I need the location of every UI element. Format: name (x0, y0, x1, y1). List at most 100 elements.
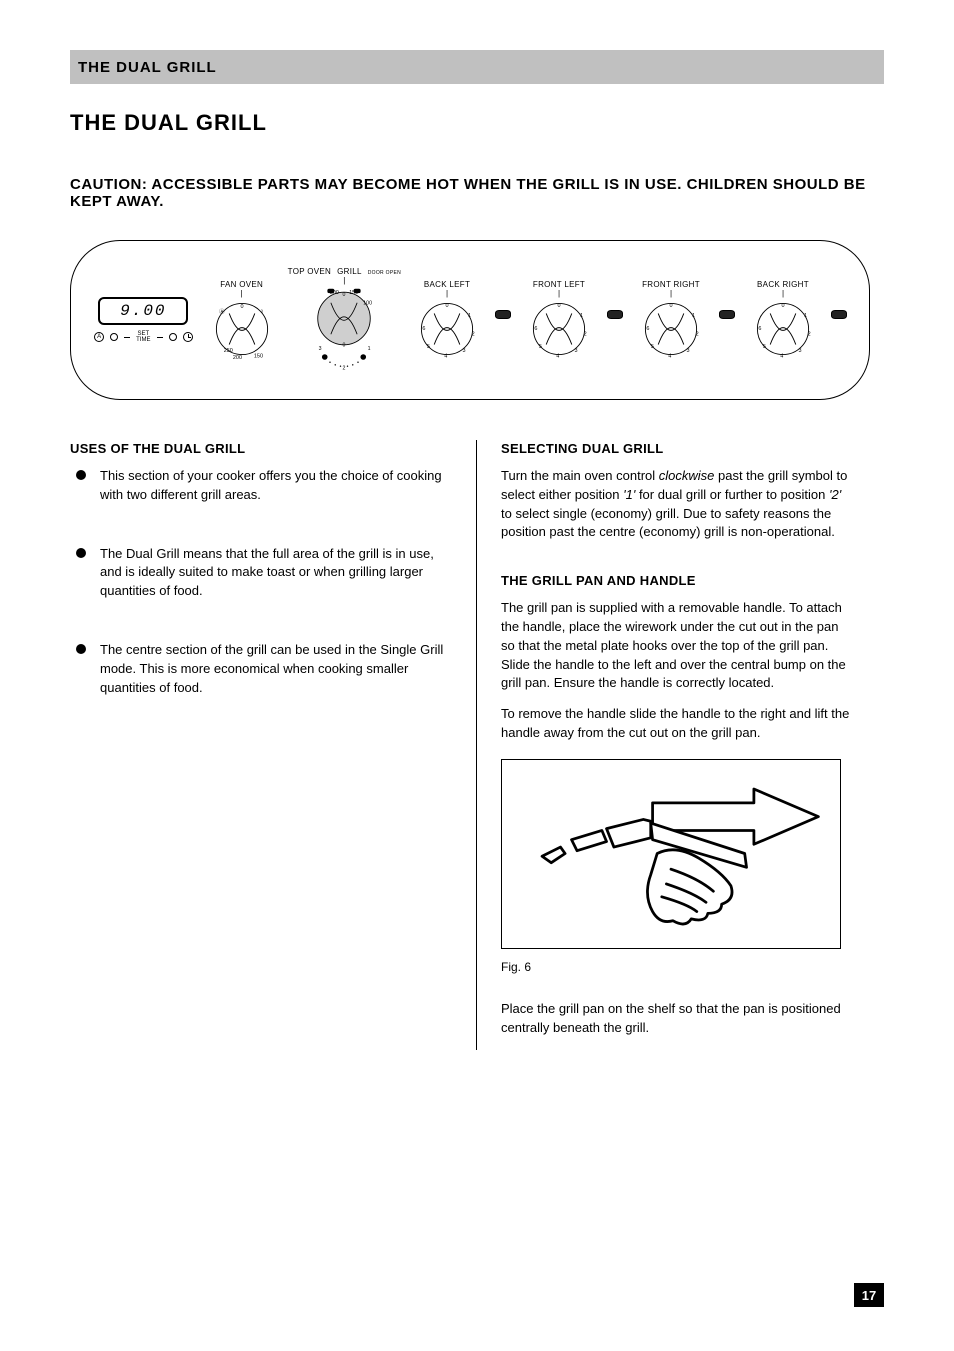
handle-illustration-icon (511, 766, 831, 941)
svg-text:0: 0 (669, 303, 672, 309)
svg-text:1: 1 (468, 313, 471, 319)
timer-module: 9.00 A SETTIME (91, 297, 196, 343)
bullet-item: This section of your cooker offers you t… (70, 467, 452, 505)
page: THE DUAL GRILL THE DUAL GRILL CAUTION: A… (0, 0, 954, 1351)
svg-text:3: 3 (687, 347, 690, 353)
control-panel: 9.00 A SETTIME FAN OVEN | (70, 240, 870, 400)
top-oven-grill-knob-block: TOP OVEN GRILL DOOR OPEN | 0 0 200 150 1… (288, 267, 401, 374)
hob-label-back-right: BACK RIGHT (757, 280, 809, 289)
bullet-item: The Dual Grill means that the full area … (70, 545, 452, 602)
svg-text:0: 0 (240, 303, 243, 309)
svg-text:1: 1 (580, 313, 583, 319)
page-title: THE DUAL GRILL (70, 110, 884, 136)
timer-plus-button[interactable] (169, 333, 177, 341)
svg-text:6: 6 (646, 325, 649, 331)
svg-text:4: 4 (668, 353, 671, 359)
grill-pan-p3: Place the grill pan on the shelf so that… (501, 1000, 854, 1038)
svg-text:0: 0 (343, 342, 346, 348)
bullet-text: This section of your cooker offers you t… (100, 468, 442, 502)
svg-text:6: 6 (422, 325, 425, 331)
hob-knob-front-left[interactable]: 0 1 2 3 4 5 6 (527, 297, 591, 361)
top-oven-grill-knob[interactable]: 0 0 200 150 100 3 2 1 (309, 284, 379, 374)
svg-text:5: 5 (651, 344, 654, 350)
svg-text:1: 1 (368, 346, 371, 352)
top-oven-grill-label: TOP OVEN GRILL DOOR OPEN (288, 267, 401, 276)
svg-text:150: 150 (254, 353, 263, 359)
uses-bullet-list: This section of your cooker offers you t… (70, 467, 452, 698)
fan-oven-label: FAN OVEN (220, 280, 263, 289)
svg-text:5: 5 (539, 344, 542, 350)
figure-caption: Fig. 6 (501, 959, 854, 976)
svg-text:3: 3 (799, 347, 802, 353)
divider (157, 337, 163, 338)
svg-text:4: 4 (556, 353, 559, 359)
body-columns: USES OF THE DUAL GRILL This section of y… (70, 440, 884, 1050)
right-column: SELECTING DUAL GRILL Turn the main oven … (477, 440, 884, 1050)
grill-label: GRILL (337, 267, 362, 276)
svg-text:6: 6 (758, 325, 761, 331)
fan-oven-knob-block: FAN OVEN | 0 Ⓐ ⌇ 250 200 150 (210, 280, 274, 361)
svg-text:2: 2 (696, 331, 699, 337)
grill-pan-heading: THE GRILL PAN AND HANDLE (501, 572, 854, 591)
fan-oven-knob[interactable]: 0 Ⓐ ⌇ 250 200 150 (210, 297, 274, 361)
hob-knob-front-right-block: FRONT RIGHT | 0 12 34 56 (639, 280, 703, 361)
page-number: 17 (862, 1288, 876, 1303)
hob-label-front-left: FRONT LEFT (533, 280, 585, 289)
page-number-badge: 17 (854, 1283, 884, 1307)
top-oven-label: TOP OVEN (288, 267, 331, 276)
svg-text:200: 200 (233, 355, 242, 361)
bullet-text: The centre section of the grill can be u… (100, 642, 443, 695)
timer-auto-icon: A (94, 332, 104, 342)
timer-clock-icon (183, 332, 193, 342)
pilot-light-4 (829, 241, 849, 399)
bullet-item: The centre section of the grill can be u… (70, 641, 452, 698)
svg-text:0: 0 (781, 303, 784, 309)
svg-text:0: 0 (343, 291, 346, 297)
svg-text:1: 1 (692, 313, 695, 319)
divider (124, 337, 130, 338)
svg-text:4: 4 (444, 353, 447, 359)
pilot-light-3 (717, 241, 737, 399)
svg-text:6: 6 (534, 325, 537, 331)
hob-knob-back-right[interactable]: 0 1 2 3 4 5 6 (751, 297, 815, 361)
svg-text:5: 5 (763, 344, 766, 350)
grill-pan-p2: To remove the handle slide the handle to… (501, 705, 854, 743)
svg-text:2: 2 (584, 331, 587, 337)
hob-label-front-right: FRONT RIGHT (642, 280, 700, 289)
svg-text:2: 2 (472, 331, 475, 337)
section-header-text: THE DUAL GRILL (78, 59, 217, 76)
uses-heading: USES OF THE DUAL GRILL (70, 440, 452, 459)
bullet-text: The Dual Grill means that the full area … (100, 546, 434, 599)
hob-knob-front-left-block: FRONT LEFT | 0 12 34 56 (527, 280, 591, 361)
pilot-light-2 (605, 241, 625, 399)
svg-text:250: 250 (223, 347, 232, 353)
hob-label-back-left: BACK LEFT (424, 280, 470, 289)
svg-text:1: 1 (804, 313, 807, 319)
svg-text:3: 3 (463, 347, 466, 353)
section-header-bar: THE DUAL GRILL (70, 50, 884, 84)
svg-text:2: 2 (343, 365, 346, 371)
hob-knob-front-right[interactable]: 0 1 2 3 4 5 6 (639, 297, 703, 361)
timer-button-row: A SETTIME (94, 331, 192, 343)
svg-text:0: 0 (445, 303, 448, 309)
timer-value: 9.00 (120, 302, 166, 320)
svg-text:4: 4 (780, 353, 783, 359)
svg-text:⌇: ⌇ (260, 309, 263, 315)
svg-text:5: 5 (427, 344, 430, 350)
svg-text:Ⓐ: Ⓐ (219, 307, 225, 315)
pilot-light-1 (493, 241, 513, 399)
svg-text:3: 3 (575, 347, 578, 353)
svg-text:2: 2 (808, 331, 811, 337)
hob-knob-back-left[interactable]: 0 1 2 3 4 5 6 (415, 297, 479, 361)
hob-knob-back-right-block: BACK RIGHT | 0 12 34 56 (751, 280, 815, 361)
svg-text:100: 100 (364, 300, 373, 306)
set-time-label: SETTIME (136, 331, 150, 343)
grill-pan-p1: The grill pan is supplied with a removab… (501, 599, 854, 693)
caution-line: CAUTION: ACCESSIBLE PARTS MAY BECOME HOT… (70, 176, 884, 210)
left-column: USES OF THE DUAL GRILL This section of y… (70, 440, 477, 1050)
door-open-label: DOOR OPEN (368, 270, 401, 276)
selecting-heading: SELECTING DUAL GRILL (501, 440, 854, 459)
timer-minus-button[interactable] (110, 333, 118, 341)
svg-text:0: 0 (557, 303, 560, 309)
handle-figure (501, 759, 841, 949)
